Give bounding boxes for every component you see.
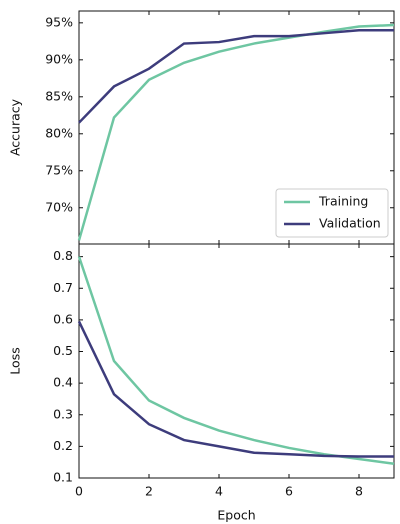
y-tick-label: 95%	[45, 14, 73, 29]
y-tick-label: 85%	[45, 88, 73, 103]
y-tick-label: 75%	[45, 162, 73, 177]
y-tick-label: 0.5	[53, 343, 73, 358]
legend-label: Training	[318, 194, 368, 209]
x-tick-label: 4	[215, 484, 223, 499]
y-tick-label: 70%	[45, 199, 73, 214]
y-tick-label: 0.6	[53, 311, 73, 326]
x-tick-label: 8	[355, 484, 363, 499]
series-line	[77, 320, 394, 458]
x-tick-label: 2	[145, 484, 153, 499]
legend-label: Validation	[319, 216, 381, 231]
y-axis-label: Accuracy	[8, 98, 23, 156]
y-tick-label: 0.2	[53, 438, 73, 453]
y-tick-label: 0.3	[53, 406, 73, 421]
y-tick-label: 0.1	[53, 470, 73, 485]
x-tick-label: 0	[75, 484, 83, 499]
x-tick-label: 6	[285, 484, 293, 499]
y-tick-label: 90%	[45, 51, 73, 66]
y-tick-label: 0.4	[53, 375, 73, 390]
y-tick-label: 0.7	[53, 280, 73, 295]
x-axis-label: Epoch	[217, 508, 255, 523]
y-axis-label: Loss	[8, 347, 23, 374]
series-line	[77, 256, 395, 466]
series-line	[78, 28, 394, 124]
y-tick-label: 80%	[45, 125, 73, 140]
series-line	[77, 23, 395, 241]
y-tick-label: 0.8	[53, 248, 73, 263]
plot-frame	[78, 243, 395, 479]
